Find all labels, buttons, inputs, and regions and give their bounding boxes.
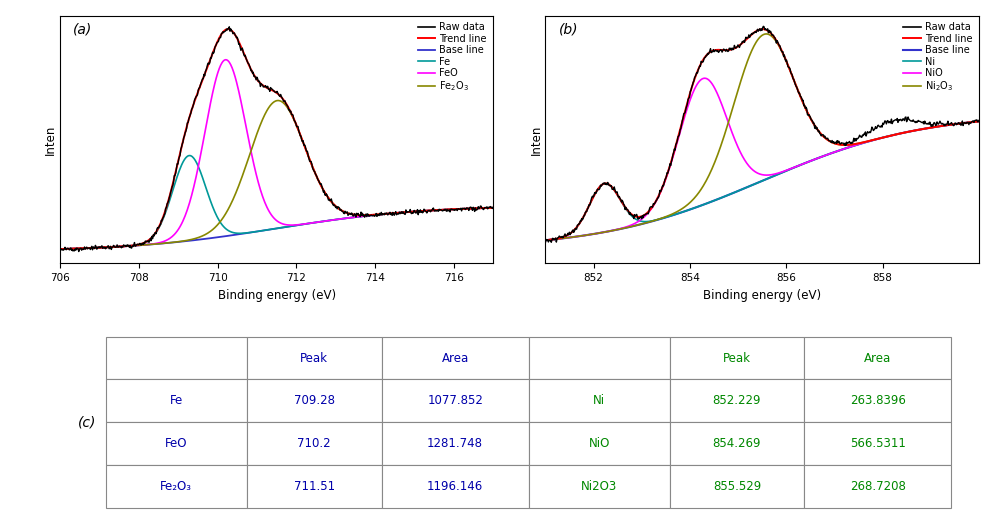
Y-axis label: Inten: Inten xyxy=(44,124,57,155)
Text: (a): (a) xyxy=(73,23,92,37)
Legend: Raw data, Trend line, Base line, Fe, FeO, Fe$_2$O$_3$: Raw data, Trend line, Base line, Fe, FeO… xyxy=(416,20,489,95)
X-axis label: Binding energy (eV): Binding energy (eV) xyxy=(703,289,821,301)
Legend: Raw data, Trend line, Base line, Ni, NiO, Ni$_2$O$_3$: Raw data, Trend line, Base line, Ni, NiO… xyxy=(901,20,974,95)
Y-axis label: Inten: Inten xyxy=(529,124,542,155)
X-axis label: Binding energy (eV): Binding energy (eV) xyxy=(218,289,336,301)
Text: (b): (b) xyxy=(558,23,578,37)
Text: (c): (c) xyxy=(78,415,97,429)
